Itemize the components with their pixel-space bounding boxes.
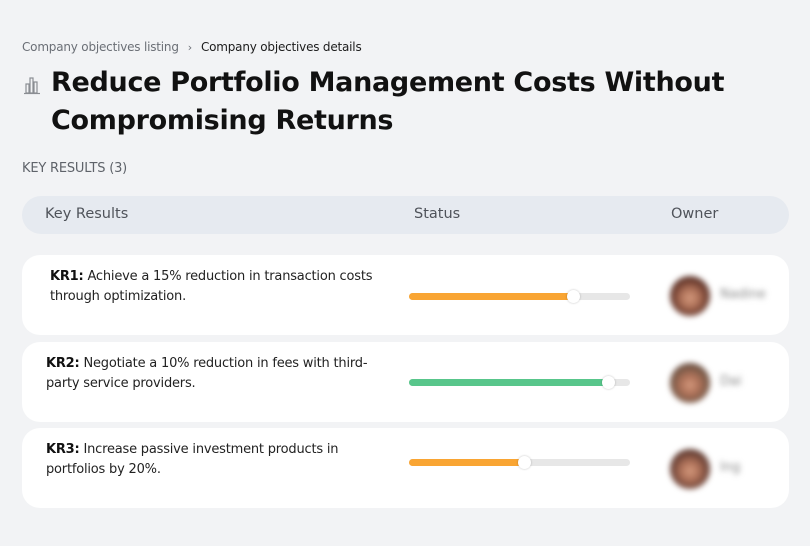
building-chart-icon <box>24 77 40 95</box>
chevron-right-icon: › <box>187 40 192 54</box>
progress-handle[interactable] <box>566 290 580 303</box>
progress-bar[interactable] <box>409 290 630 303</box>
key-result-description: KR3: Increase passive investment product… <box>46 442 339 477</box>
key-result-row[interactable]: KR2: Negotiate a 10% reduction in fees w… <box>22 342 789 422</box>
key-result-row[interactable]: KR3: Increase passive investment product… <box>22 428 789 508</box>
progress-bar[interactable] <box>409 456 630 469</box>
progress-fill <box>409 293 573 300</box>
column-header-status: Status <box>414 206 461 222</box>
avatar <box>670 363 710 403</box>
progress-fill <box>409 459 524 466</box>
owner-name: Nadine <box>720 287 766 302</box>
column-header-owner: Owner <box>671 206 719 222</box>
key-result-description: KR2: Negotiate a 10% reduction in fees w… <box>46 356 368 391</box>
breadcrumb-objectives-listing[interactable]: Company objectives listing <box>22 40 179 54</box>
table-header: Key Results Status Owner <box>22 196 789 234</box>
page-title: Reduce Portfolio Management Costs Withou… <box>51 67 725 136</box>
key-result-code: KR1: <box>50 269 84 284</box>
column-header-key-results: Key Results <box>45 206 129 222</box>
owner-name: Ing <box>720 460 741 475</box>
key-result-code: KR3: <box>46 442 80 457</box>
key-results-count-label: KEY RESULTS (3) <box>22 161 128 176</box>
owner-name: Dai <box>720 374 742 389</box>
key-result-row[interactable]: KR1: Achieve a 15% reduction in transact… <box>22 255 789 335</box>
breadcrumb-objectives-details: Company objectives details <box>200 40 362 54</box>
progress-handle[interactable] <box>601 376 615 389</box>
progress-bar[interactable] <box>409 376 630 389</box>
avatar <box>670 276 710 316</box>
avatar <box>670 449 710 489</box>
breadcrumb: Company objectives listing › Company obj… <box>22 40 362 54</box>
progress-fill <box>409 379 608 386</box>
progress-handle[interactable] <box>517 456 531 469</box>
key-result-description: KR1: Achieve a 15% reduction in transact… <box>50 269 373 304</box>
key-result-code: KR2: <box>46 356 80 371</box>
